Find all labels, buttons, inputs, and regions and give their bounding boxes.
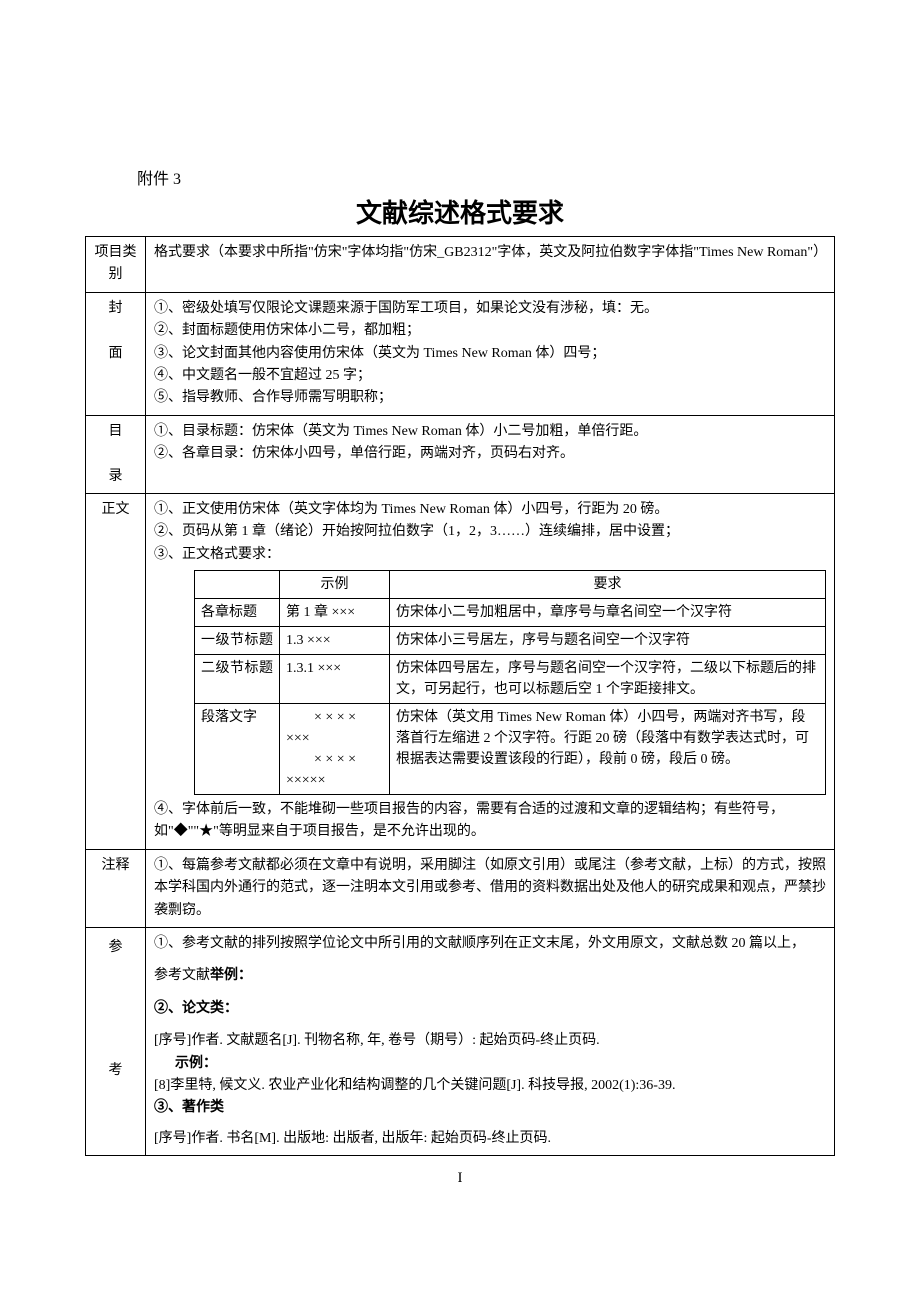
cover-l5: ⑤、指导教师、合作导师需写明职称； [154, 387, 826, 409]
toc-row: 目 录 ①、目录标题：仿宋体（英文为 Times New Roman 体）小二号… [86, 415, 835, 493]
refs-content: ①、参考文献的排列按照学位论文中所引用的文献顺序列在正文末尾，外文用原文，文献总… [146, 928, 835, 1156]
page-number: I [85, 1170, 835, 1187]
refs-row: 参 考 ①、参考文献的排列按照学位论文中所引用的文献顺序列在正文末尾，外文用原文… [86, 928, 835, 1156]
inner-row-1: 一级节标题 1.3 ××× 仿宋体小三号居左，序号与题名间空一个汉字符 [195, 627, 826, 655]
body-content: ①、正文使用仿宋体（英文字体均为 Times New Roman 体）小四号，行… [146, 493, 835, 849]
refs-p7: [序号]作者. 书名[M]. 出版地: 出版者, 出版年: 起始页码-终止页码. [154, 1128, 826, 1150]
body-label: 正文 [86, 493, 146, 849]
notes-content: ①、每篇参考文献都必须在文章中有说明，采用脚注（如原文引用）或尾注（参考文献，上… [146, 849, 835, 927]
inner-row-2: 二级节标题 1.3.1 ××× 仿宋体四号居左，序号与题名间空一个汉字符，二级以… [195, 655, 826, 704]
r3c3: 仿宋体（英文用 Times New Roman 体）小四号，两端对齐书写，段落首… [390, 704, 826, 795]
inner-row-3: 段落文字 × × × × ××× × × × × ××××× 仿宋体（英文用 T… [195, 704, 826, 795]
r0c1: 各章标题 [195, 599, 280, 627]
refs-p2-prefix: 参考文献 [154, 968, 210, 983]
refs-p5: [8]李里特, 候文义. 农业产业化和结构调整的几个关键问题[J]. 科技导报,… [154, 1075, 826, 1097]
format-table: 项目类别 格式要求（本要求中所指"仿宋"字体均指"仿宋_GB2312"字体，英文… [85, 236, 835, 1156]
refs-p3: ②、论文类： [154, 998, 826, 1020]
body-l4: ④、字体前后一致，不能堆砌一些项目报告的内容，需要有合适的过渡和文章的逻辑结构；… [154, 799, 826, 844]
r2c2: 1.3.1 ××× [280, 655, 390, 704]
inner-h2: 示例 [280, 571, 390, 599]
inner-header-row: 示例 要求 [195, 571, 826, 599]
cover-row: 封 面 ①、密级处填写仅限论文课题来源于国防军工项目，如果论文没有涉秘，填：无。… [86, 292, 835, 415]
r2c3: 仿宋体四号居左，序号与题名间空一个汉字符，二级以下标题后的排文，可另起行，也可以… [390, 655, 826, 704]
cover-l4: ④、中文题名一般不宜超过 25 字； [154, 365, 826, 387]
r2c1: 二级节标题 [195, 655, 280, 704]
inner-row-0: 各章标题 第 1 章 ××× 仿宋体小二号加粗居中，章序号与章名间空一个汉字符 [195, 599, 826, 627]
notes-label: 注释 [86, 849, 146, 927]
r0c2: 第 1 章 ××× [280, 599, 390, 627]
refs-p4: [序号]作者. 文献题名[J]. 刊物名称, 年, 卷号（期号）: 起始页码-终… [154, 1030, 826, 1052]
refs-p5-label: 示例： [154, 1053, 826, 1075]
body-row: 正文 ①、正文使用仿宋体（英文字体均为 Times New Roman 体）小四… [86, 493, 835, 849]
header-right: 格式要求（本要求中所指"仿宋"字体均指"仿宋_GB2312"字体，英文及阿拉伯数… [146, 237, 835, 293]
cover-content: ①、密级处填写仅限论文课题来源于国防军工项目，如果论文没有涉秘，填：无。 ②、封… [146, 292, 835, 415]
cover-label: 封 面 [86, 292, 146, 415]
header-row: 项目类别 格式要求（本要求中所指"仿宋"字体均指"仿宋_GB2312"字体，英文… [86, 237, 835, 293]
r0c3: 仿宋体小二号加粗居中，章序号与章名间空一个汉字符 [390, 599, 826, 627]
body-inner-table: 示例 要求 各章标题 第 1 章 ××× 仿宋体小二号加粗居中，章序号与章名间空… [194, 570, 826, 795]
inner-h1 [195, 571, 280, 599]
body-l2: ②、页码从第 1 章（绪论）开始按阿拉伯数字（1，2，3……）连续编排，居中设置… [154, 521, 826, 543]
toc-content: ①、目录标题：仿宋体（英文为 Times New Roman 体）小二号加粗，单… [146, 415, 835, 493]
refs-p2: 参考文献举例： [154, 965, 826, 987]
body-l1: ①、正文使用仿宋体（英文字体均为 Times New Roman 体）小四号，行… [154, 499, 826, 521]
r3c1: 段落文字 [195, 704, 280, 795]
refs-p1: ①、参考文献的排列按照学位论文中所引用的文献顺序列在正文末尾，外文用原文，文献总… [154, 933, 826, 955]
main-title: 文献综述格式要求 [85, 193, 835, 230]
r3c2: × × × × ××× × × × × ××××× [280, 704, 390, 795]
refs-p2-bold: 举例： [210, 968, 252, 983]
cover-l2: ②、封面标题使用仿宋体小二号，都加粗； [154, 320, 826, 342]
cover-l3: ③、论文封面其他内容使用仿宋体（英文为 Times New Roman 体）四号… [154, 343, 826, 365]
body-l3: ③、正文格式要求： [154, 544, 826, 566]
r1c2: 1.3 ××× [280, 627, 390, 655]
attachment-label: 附件 3 [85, 165, 835, 189]
notes-row: 注释 ①、每篇参考文献都必须在文章中有说明，采用脚注（如原文引用）或尾注（参考文… [86, 849, 835, 927]
header-left: 项目类别 [86, 237, 146, 293]
toc-l2: ②、各章目录：仿宋体小四号，单倍行距，两端对齐，页码右对齐。 [154, 443, 826, 465]
toc-l1: ①、目录标题：仿宋体（英文为 Times New Roman 体）小二号加粗，单… [154, 421, 826, 443]
r1c1: 一级节标题 [195, 627, 280, 655]
refs-p6: ③、著作类 [154, 1097, 826, 1119]
cover-l1: ①、密级处填写仅限论文课题来源于国防军工项目，如果论文没有涉秘，填：无。 [154, 298, 826, 320]
refs-label: 参 考 [86, 928, 146, 1156]
toc-label: 目 录 [86, 415, 146, 493]
r1c3: 仿宋体小三号居左，序号与题名间空一个汉字符 [390, 627, 826, 655]
inner-h3: 要求 [390, 571, 826, 599]
